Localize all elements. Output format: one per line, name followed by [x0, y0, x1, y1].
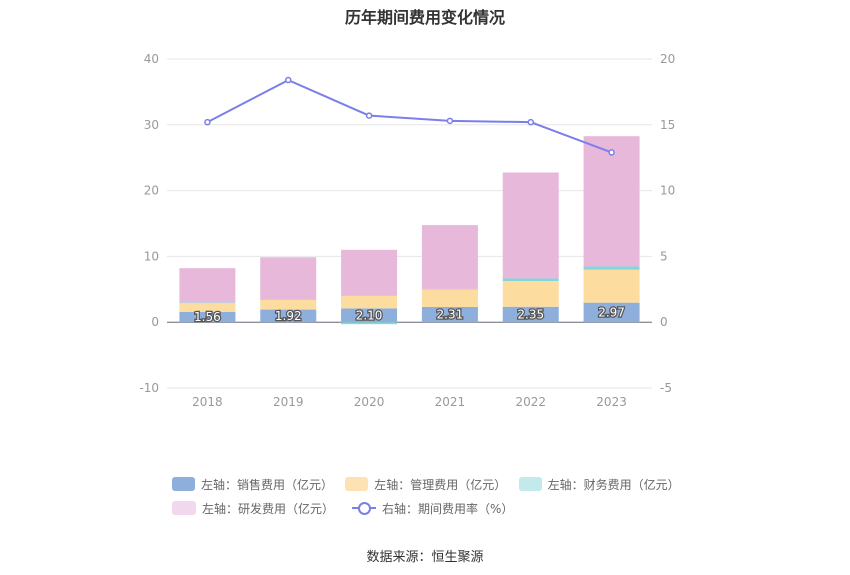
x-axis-tick-label: 2021 [435, 395, 466, 409]
left-axis-tick-label: -10 [139, 381, 159, 395]
right-axis-tick-label: 10 [660, 184, 675, 198]
line-expense-ratio [206, 78, 612, 154]
legend-swatch-finance [518, 477, 542, 491]
point-expense-ratio-2019 [285, 76, 292, 84]
data-source: 数据来源：恒生聚源 [366, 550, 484, 565]
right-axis-tick-label: 15 [660, 118, 675, 132]
left-axis-tick-label: 30 [144, 118, 159, 132]
bar--2021 [421, 307, 478, 323]
bar--2018 [179, 302, 236, 303]
bar--2022 [502, 278, 559, 282]
legend-item-expense-ratio[interactable]: 右轴：期间费用率（%） [352, 500, 513, 517]
bar--2020 [341, 322, 398, 325]
bar--2022 [502, 306, 559, 323]
point-expense-ratio-2022 [527, 118, 534, 126]
bar--2019 [260, 299, 317, 310]
legend-row: 左轴：销售费用（亿元） 左轴：管理费用（亿元） 左轴：财务费用（亿元） [172, 472, 692, 496]
left-axis-tick-label: 0 [151, 315, 159, 329]
bar--2019 [260, 257, 317, 300]
legend-swatch-rd [172, 501, 196, 515]
left-axis-tick-label: 20 [144, 184, 159, 198]
bar--2023 [583, 269, 640, 303]
bar--2023 [583, 266, 640, 270]
bar--2020 [341, 308, 398, 323]
x-axis-tick-label: 2022 [515, 395, 546, 409]
bar--2023 [583, 136, 640, 267]
bar--2018 [179, 302, 236, 312]
x-axis-tick-label: 2023 [596, 395, 627, 409]
legend-label-admin: 左轴：管理费用（亿元） [374, 477, 507, 492]
legend-item-sales[interactable]: 左轴：销售费用（亿元） [172, 476, 333, 493]
bar--2021 [421, 225, 478, 289]
data-label-sales: 2.31 [437, 308, 464, 322]
bar--2018 [179, 311, 236, 323]
legend-label-sales: 左轴：销售费用（亿元） [200, 477, 333, 492]
bar--2019 [260, 309, 317, 323]
left-axis-tick-label: 10 [144, 249, 159, 263]
data-label-sales: 1.56 [194, 310, 221, 324]
bar--2018 [179, 268, 236, 303]
legend-line-icon [352, 501, 377, 515]
bar--2022 [502, 281, 559, 307]
left-axis-tick-label: 40 [144, 52, 159, 66]
data-label-sales: 2.10 [356, 308, 383, 322]
point-expense-ratio-2020 [365, 112, 373, 119]
legend: 左轴：销售费用（亿元） 左轴：管理费用（亿元） 左轴：财务费用（亿元） 左轴：研… [172, 472, 692, 520]
data-label-sales: 2.35 [517, 307, 544, 321]
legend-swatch-sales [172, 477, 195, 491]
right-axis-tick-label: -5 [660, 381, 672, 395]
chart-title: 历年期间费用变化情况 [344, 8, 505, 27]
bar--2021 [421, 288, 478, 290]
legend-item-rd[interactable]: 左轴：研发费用（亿元） [172, 500, 334, 517]
bar--2020 [341, 249, 398, 296]
bar--2021 [421, 289, 478, 308]
right-axis-tick-label: 0 [660, 315, 668, 329]
legend-label-rd: 左轴：研发费用（亿元） [202, 501, 335, 516]
right-axis-tick-label: 5 [660, 249, 668, 263]
legend-item-admin[interactable]: 左轴：管理费用（亿元） [345, 476, 507, 493]
x-axis-tick-label: 2018 [192, 395, 223, 409]
legend-label-expense-ratio: 右轴：期间费用率（%） [382, 501, 514, 516]
point-expense-ratio-2018 [204, 118, 211, 126]
x-axis-tick-label: 2019 [273, 395, 304, 409]
legend-item-finance[interactable]: 左轴：财务费用（亿元） [518, 476, 680, 493]
right-axis-tick-label: 20 [660, 52, 675, 66]
bar--2020 [341, 295, 398, 309]
legend-row: 左轴：研发费用（亿元） 右轴：期间费用率（%） [172, 496, 692, 520]
legend-label-finance: 左轴：财务费用（亿元） [547, 477, 680, 492]
data-label-sales: 1.92 [275, 309, 302, 323]
data-label-sales: 2.97 [598, 305, 625, 319]
bar--2023 [583, 302, 640, 323]
x-axis-tick-label: 2020 [354, 395, 385, 409]
bar--2019 [260, 299, 317, 300]
point-expense-ratio-2023 [608, 149, 615, 156]
point-expense-ratio-2021 [446, 117, 454, 125]
legend-swatch-admin [345, 477, 369, 491]
bar--2022 [502, 172, 559, 279]
